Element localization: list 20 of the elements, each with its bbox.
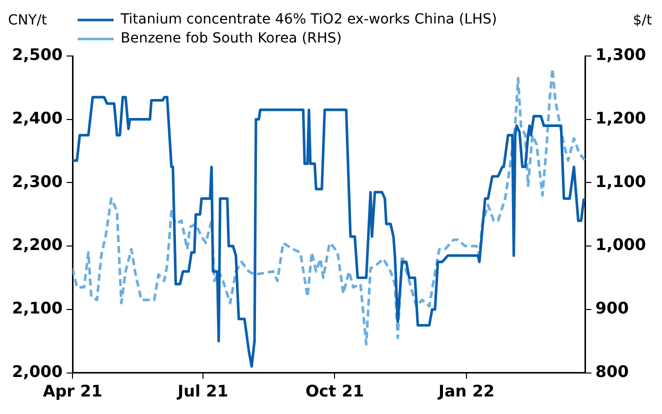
y2-tick-label: 1,100: [595, 172, 646, 191]
legend-label: Titanium concentrate 46% TiO2 ex-works China (LHS): [120, 12, 497, 28]
y2-tick-label: 1,200: [595, 108, 646, 128]
y-tick-label: 2,500: [12, 45, 63, 64]
y-tick-label: 2,300: [12, 172, 63, 191]
y-axis-title: CNY/t: [8, 12, 48, 29]
y2-tick-label: 800: [595, 362, 629, 381]
y2-tick-label: 900: [595, 298, 629, 318]
y2-tick-label: 1,300: [595, 45, 646, 64]
x-tick-label: Jul 21: [176, 382, 228, 401]
y-tick-label: 2,000: [12, 362, 63, 381]
x-tick-label: Oct 21: [305, 382, 364, 401]
x-tick-label: Jan 22: [438, 382, 494, 401]
y-tick-label: 2,400: [12, 108, 63, 128]
legend-label: Benzene fob South Korea (RHS): [120, 30, 342, 47]
y2-tick-label: 1,000: [595, 235, 646, 254]
y2-axis-title: $/t: [632, 12, 652, 29]
y-tick-label: 2,100: [12, 298, 63, 318]
y-tick-label: 2,200: [12, 235, 63, 254]
x-tick-label: Apr 21: [42, 382, 102, 401]
